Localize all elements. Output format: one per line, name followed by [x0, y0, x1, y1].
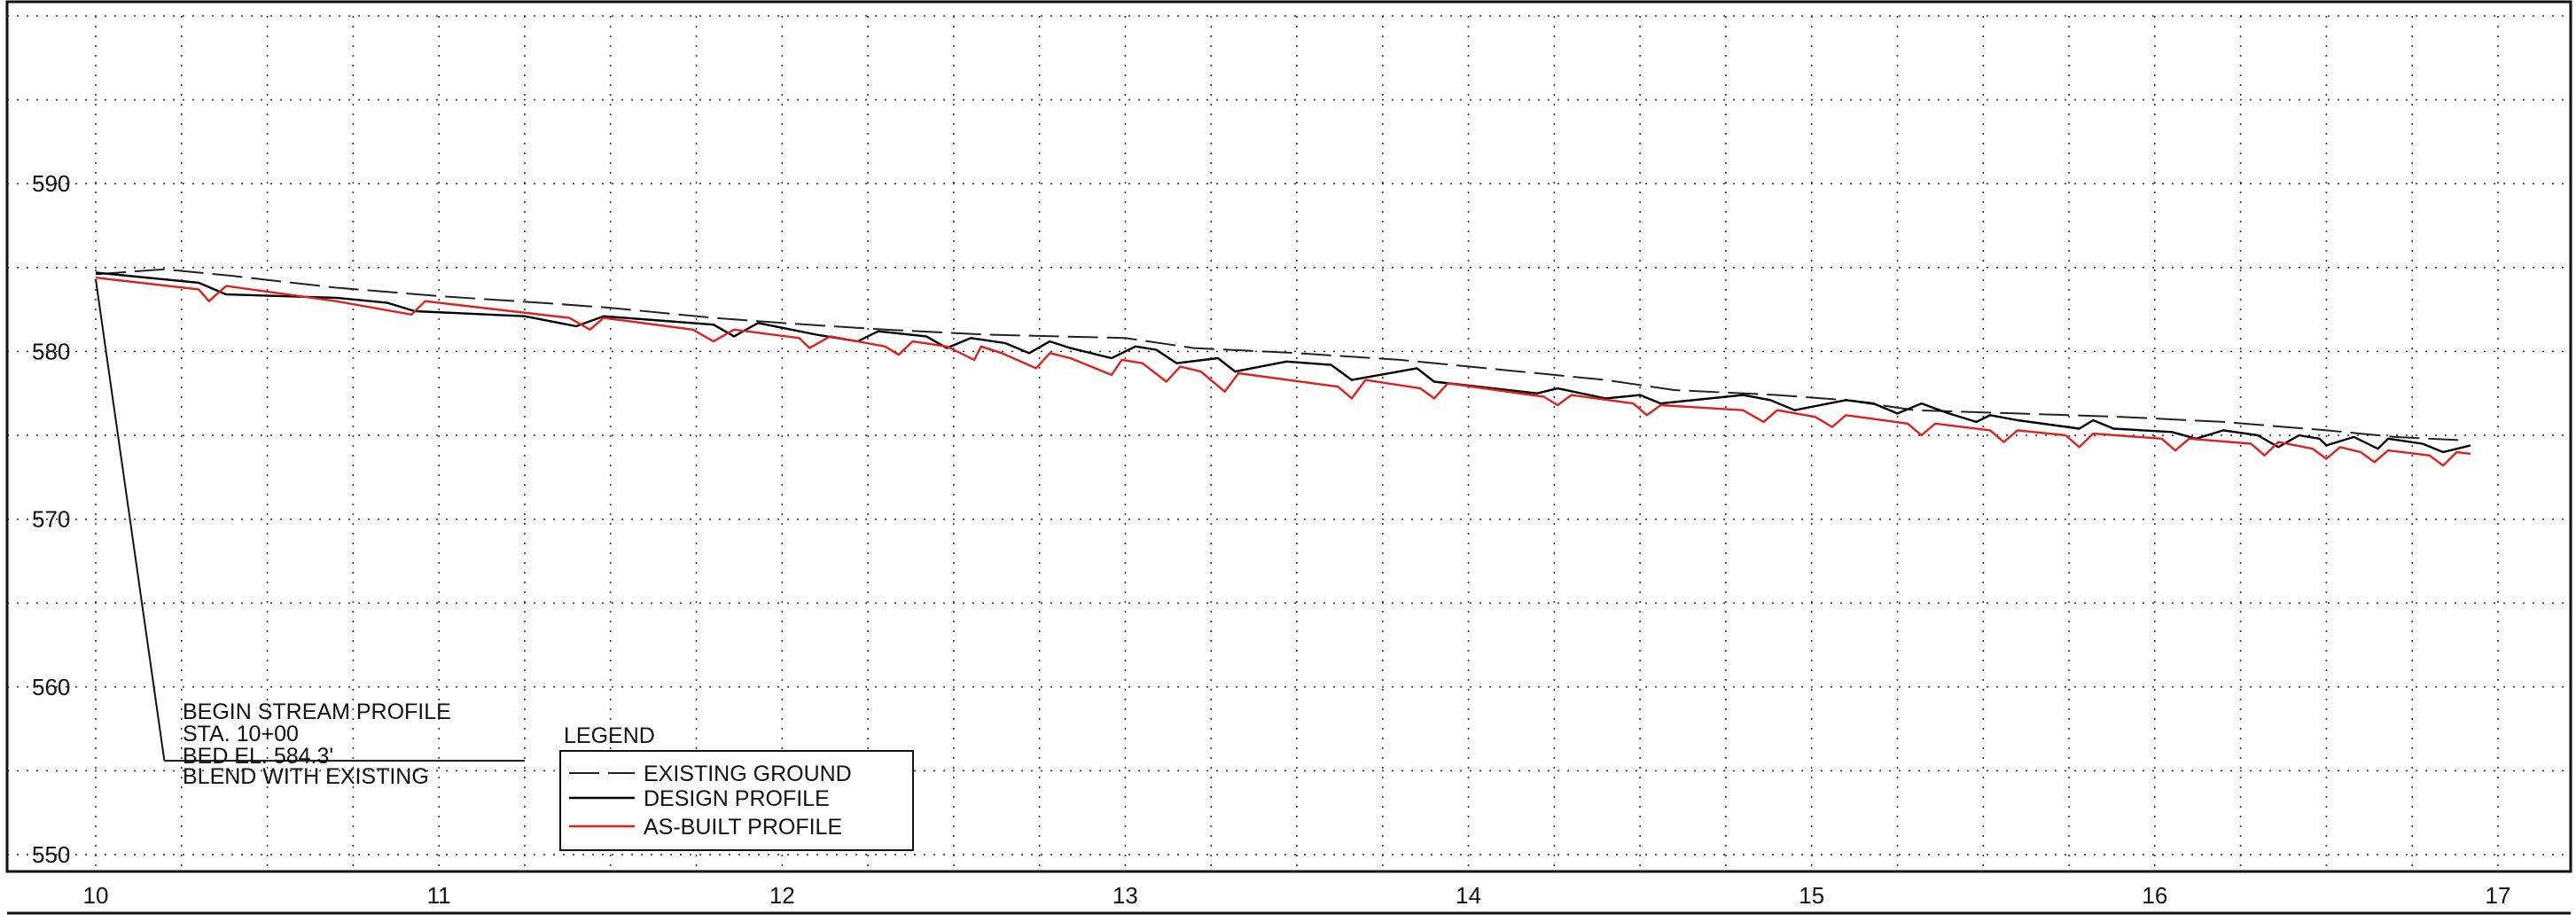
y-tick-label: 550 [32, 841, 70, 868]
legend-title: LEGEND [564, 723, 655, 748]
y-tick-label: 590 [32, 170, 70, 197]
legend-box [559, 750, 914, 851]
series-as-built-profile [95, 277, 2471, 467]
y-tick-label: 570 [32, 506, 70, 533]
tick-labels: 10 11 12 13 14 15 16 17 550 560 570 580 590 [32, 170, 2510, 909]
annotation-line: BLEND WITH EXISTING [183, 764, 429, 789]
legend-item: DESIGN PROFILE [569, 786, 830, 811]
x-tick-label: 16 [2142, 882, 2167, 909]
y-tick-label: 580 [32, 338, 70, 364]
series-design-profile [95, 271, 2471, 454]
x-tick-label: 11 [427, 882, 451, 909]
series-existing-ground [95, 268, 2464, 441]
y-tick-label: 560 [32, 674, 70, 700]
grid-layer [7, 15, 2571, 871]
legend-item: AS-BUILT PROFILE [569, 815, 842, 840]
x-tick-label: 14 [1456, 882, 1481, 909]
x-tick-label: 13 [1112, 882, 1138, 909]
x-tick-label: 10 [83, 882, 109, 909]
annotation-leader [95, 278, 166, 762]
x-tick-label: 17 [2486, 882, 2511, 909]
legend-label: EXISTING GROUND [644, 762, 852, 786]
legend-item: EXISTING GROUND [569, 762, 852, 786]
annotation-line: BED EL. 584.3' [183, 744, 333, 769]
annotation-line: BEGIN STREAM PROFILE [183, 699, 451, 724]
legend-label: DESIGN PROFILE [644, 786, 830, 811]
series-line [95, 268, 2464, 441]
series-line [95, 271, 2471, 454]
annotation-line: STA. 10+00 [183, 722, 299, 746]
series-layer [95, 268, 2471, 467]
x-tick-label: 12 [769, 882, 795, 909]
series-line [95, 277, 2471, 467]
legend-label: AS-BUILT PROFILE [644, 815, 842, 840]
x-tick-label: 15 [1799, 882, 1824, 909]
frame-layer [5, 0, 2572, 915]
